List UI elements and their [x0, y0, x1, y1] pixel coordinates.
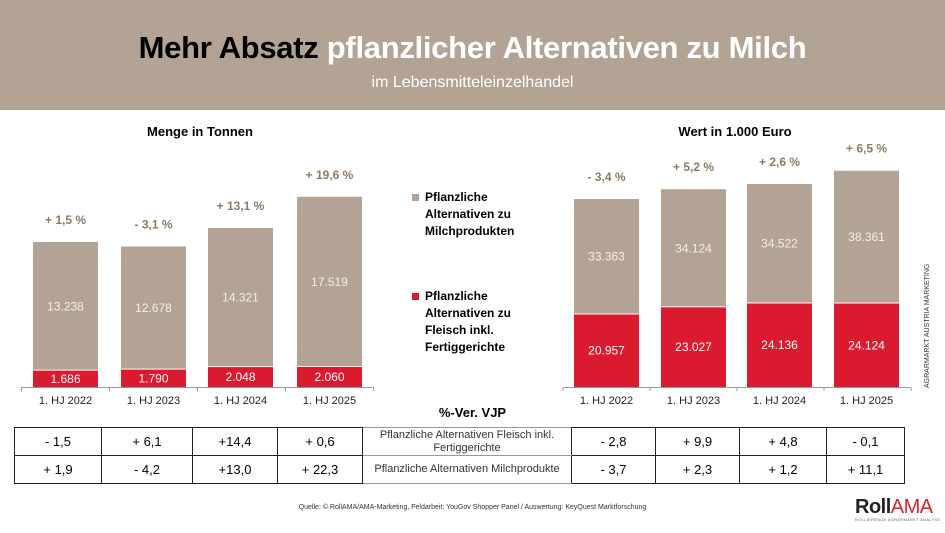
bar-milk — [834, 170, 899, 303]
legend-label-meat: Pflanzliche Alternativen zu Fleisch inkl… — [425, 289, 512, 354]
data-label-milk: 13.238 — [47, 299, 84, 313]
growth-annotation: + 19,6 % — [306, 168, 354, 182]
table-cell: + 1,2 — [739, 455, 827, 484]
table-row: + 1,9 - 4,2 +13,0 + 22,3 Pflanzliche Alt… — [14, 455, 905, 484]
growth-annotation: + 13,1 % — [217, 199, 265, 213]
legend-label-milk: Pflanzliche Alternativen zu Milchprodukt… — [425, 190, 515, 238]
growth-annotation: + 2,6 % — [759, 155, 800, 169]
table-cell: +13,0 — [192, 455, 278, 484]
data-label-meat: 1.790 — [138, 371, 168, 385]
bar-meat — [661, 307, 726, 387]
bar-meat — [33, 370, 98, 387]
table-cell: + 9,9 — [655, 427, 740, 456]
bar-meat — [574, 314, 639, 387]
title-dark: Mehr Absatz — [138, 30, 319, 65]
bar-meat — [747, 303, 812, 387]
data-label-milk: 34.522 — [761, 237, 798, 251]
data-label-meat: 24.136 — [761, 338, 798, 352]
rollama-logo: RollAMA ROLLIERENDE AGRARMARKT ANALYSE — [855, 496, 940, 522]
table-cell: - 1,5 — [14, 427, 102, 456]
x-tick-label: 1. HJ 2022 — [580, 395, 633, 407]
bar-milk — [297, 196, 362, 366]
x-tick-label: 1. HJ 2024 — [214, 395, 267, 407]
chart-title-wert: Wert in 1.000 Euro — [678, 124, 792, 139]
logo-tagline: ROLLIERENDE AGRARMARKT ANALYSE — [855, 517, 941, 522]
table-row-label: Pflanzliche Alternativen Milchprodukte — [362, 455, 572, 484]
growth-annotation: + 6,5 % — [846, 142, 887, 156]
table-cell: + 1,9 — [14, 455, 102, 484]
data-label-milk: 34.124 — [675, 241, 712, 255]
logo-ama: AMA — [890, 496, 933, 518]
table-cell: + 4,8 — [739, 427, 827, 456]
title-light: pflanzlicher Alternativen zu Milch — [326, 30, 807, 65]
data-label-meat: 1.686 — [50, 372, 80, 386]
x-tick-label: 1. HJ 2023 — [667, 395, 720, 407]
table-cell: - 2,8 — [571, 427, 656, 456]
bar-milk — [661, 189, 726, 307]
data-label-meat: 20.957 — [588, 344, 625, 358]
page-subtitle: im Lebensmitteleinzelhandel — [371, 74, 574, 91]
growth-annotation: + 5,2 % — [673, 160, 714, 174]
x-tick-label: 1. HJ 2025 — [303, 395, 356, 407]
bar-milk — [747, 183, 812, 303]
legend-item-meat: Pflanzliche Alternativen zu Fleisch inkl… — [412, 288, 545, 356]
table-cell: + 22,3 — [277, 455, 363, 484]
table-cell: +14,4 — [192, 427, 278, 456]
bar-milk — [121, 246, 186, 369]
data-label-milk: 14.321 — [222, 291, 259, 305]
vjp-table: - 1,5 + 6,1 +14,4 + 0,6 Pflanzliche Alte… — [14, 427, 905, 484]
x-tick-label: 1. HJ 2023 — [127, 395, 180, 407]
growth-annotation: - 3,4 % — [587, 170, 625, 184]
x-tick-label: 1. HJ 2022 — [39, 395, 92, 407]
vjp-title: %-Ver. VJP — [438, 405, 507, 420]
table-cell: + 6,1 — [101, 427, 193, 456]
table-cell: - 4,2 — [101, 455, 193, 484]
header-banner — [0, 0, 945, 110]
table-cell: + 0,6 — [277, 427, 363, 456]
legend-item-milk: Pflanzliche Alternativen zu Milchprodukt… — [412, 189, 545, 240]
table-cell: - 3,7 — [571, 455, 656, 484]
data-label-milk: 17.519 — [311, 275, 348, 289]
chart-title-menge: Menge in Tonnen — [147, 124, 253, 139]
logo-roll: Roll — [855, 496, 891, 518]
table-cell: + 2,3 — [655, 455, 740, 484]
table-row-label: Pflanzliche Alternativen Fleisch inkl. F… — [362, 427, 572, 456]
bar-meat — [121, 369, 186, 387]
bar-milk — [208, 227, 273, 367]
data-label-milk: 12.678 — [135, 301, 172, 315]
bar-milk — [33, 242, 98, 370]
bar-meat — [208, 367, 273, 387]
table-row: - 1,5 + 6,1 +14,4 + 0,6 Pflanzliche Alte… — [14, 427, 905, 456]
data-label-meat: 23.027 — [675, 340, 712, 354]
page-title: Mehr Absatz pflanzlicher Alternativen zu… — [0, 30, 945, 66]
data-label-meat: 2.060 — [314, 370, 344, 384]
table-cell: - 0,1 — [826, 427, 905, 456]
data-label-milk: 38.361 — [848, 230, 885, 244]
table-cell: + 11,1 — [826, 455, 905, 484]
data-label-meat: 2.048 — [225, 370, 255, 384]
legend-swatch-meat — [412, 293, 419, 300]
growth-annotation: + 1,5 % — [45, 213, 86, 227]
x-tick-label: 1. HJ 2025 — [840, 395, 893, 407]
bar-meat — [834, 303, 899, 387]
bar-meat — [297, 366, 362, 387]
source-note: Quelle: © RollAMA/AMA-Marketing, Feldarb… — [298, 504, 647, 511]
side-text: AGRARMARKT AUSTRIA MARKETING — [924, 263, 931, 388]
growth-annotation: - 3,1 % — [134, 217, 172, 231]
data-label-milk: 33.363 — [588, 250, 625, 264]
bar-milk — [574, 199, 639, 314]
legend-swatch-milk — [412, 194, 419, 201]
x-tick-label: 1. HJ 2024 — [753, 395, 806, 407]
data-label-meat: 24.124 — [848, 338, 885, 352]
